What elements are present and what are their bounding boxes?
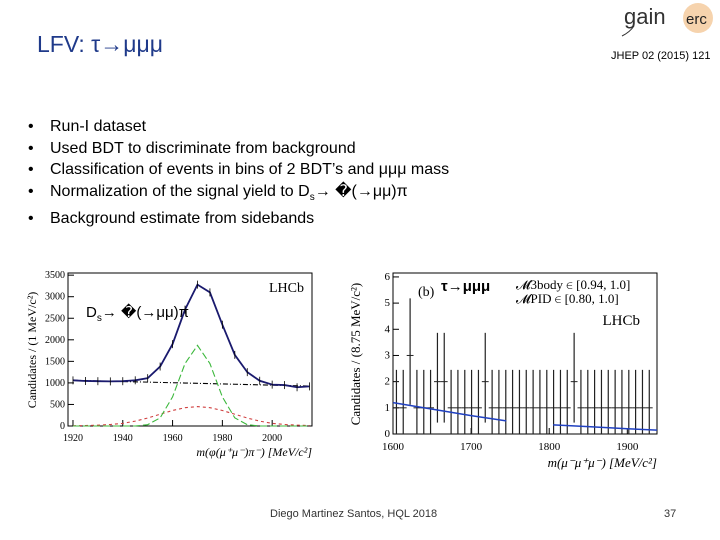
signal-narrow-curve — [72, 344, 310, 427]
y-tick-label: 2000 — [45, 335, 65, 346]
bullet-text: Normalization of the signal yield to D — [50, 182, 310, 200]
y-axis-label: Candidates / (1 MeV/c²) — [25, 292, 39, 409]
bullet-list: Run-I dataset Used BDT to discriminate f… — [28, 116, 449, 230]
x-tick-label: 1960 — [163, 433, 183, 444]
x-tick-label: 1940 — [113, 433, 133, 444]
y-tick-label: 1000 — [45, 378, 65, 389]
x-tick-label: 1980 — [212, 433, 232, 444]
bullet-item: Background estimate from sidebands — [28, 208, 449, 230]
ds-annotation-sub: s — [96, 313, 102, 324]
lhcb-label: LHCb — [603, 313, 641, 329]
y-tick-label: 2500 — [45, 313, 65, 324]
y-tick-label: 3 — [385, 349, 391, 361]
background-curve — [72, 379, 310, 387]
y-tick-label: 3500 — [45, 270, 65, 281]
y-tick-label: 2 — [385, 376, 391, 388]
fit-curve — [553, 424, 658, 431]
x-tick-label: 1700 — [460, 441, 483, 453]
x-axis-label: m(φ(μ⁺μ⁻)π⁻) [MeV/c²] — [196, 445, 312, 459]
bullet-item: Used BDT to discriminate from background — [28, 138, 449, 160]
ds-annotation-main: D — [86, 304, 97, 321]
ds-mass-plot: 1920 1940 1960 1980 2000 0 500 1000 1500 2000 2500… — [25, 270, 313, 459]
footer-text: Diego Martinez Santos, HQL 2018 — [270, 508, 438, 520]
y-axis-label: Candidates / (8.75 MeV/c²) — [348, 283, 363, 426]
ds-annotation-tail: → �(→μμ)π — [101, 304, 190, 321]
bullet-tail: → �(→μμ)π — [314, 182, 408, 200]
bullet-item: Normalization of the signal yield to Ds→… — [28, 181, 449, 209]
y-tick-label: 4 — [385, 323, 391, 335]
signal-wide-curve — [72, 406, 310, 427]
y-tick-label: 1 — [385, 402, 391, 414]
y-tick-label: 0 — [385, 428, 391, 440]
x-axis-label: m(μ⁻μ⁺μ⁻) [MeV/c²] — [548, 455, 657, 470]
y-tick-label: 5 — [385, 297, 391, 309]
svg-text:gain: gain — [624, 4, 666, 29]
bullet-item: Classification of events in bins of 2 BD… — [28, 159, 449, 181]
lhcb-label: LHCb — [269, 281, 304, 296]
x-tick-label: 1800 — [538, 441, 561, 453]
y-tick-label: 6 — [385, 271, 391, 283]
slide-title: LFV: τ→μμμ — [37, 31, 163, 57]
panel-label: (b) — [418, 285, 435, 300]
fit-curve — [392, 401, 507, 422]
x-tick-label: 1600 — [382, 441, 405, 453]
page-number: 37 — [664, 508, 677, 520]
y-tick-label: 0 — [60, 421, 65, 432]
bullet-item: Run-I dataset — [28, 116, 449, 138]
journal-reference: JHEP 02 (2015) 121 — [611, 50, 711, 62]
ds-annotation: Ds→ �(→μμ)π — [86, 303, 189, 324]
gain-erc-logo: gain erc — [621, 3, 713, 37]
axes-frame — [67, 272, 313, 427]
x-tick-label: 2000 — [262, 433, 282, 444]
svg-text:erc: erc — [686, 11, 707, 28]
y-tick-label: 1500 — [45, 356, 65, 367]
legend-line: 𝓜3body ∈ [0.94, 1.0] — [516, 277, 630, 292]
x-tick-label: 1920 — [63, 433, 83, 444]
axes-frame — [392, 272, 658, 435]
legend-line: 𝓜PID ∈ [0.80, 1.0] — [516, 291, 619, 306]
y-tick-label: 3000 — [45, 292, 65, 303]
y-tick-label: 500 — [50, 399, 65, 410]
bullet-subscript: s — [309, 191, 315, 203]
data-curve — [72, 283, 310, 389]
tau-mass-plot: 1600 1700 1800 1900 0 1 2 3 4 5 6 (b) τ→μμμ 𝓜3body ∈ … — [348, 271, 658, 470]
x-tick-label: 1900 — [616, 441, 639, 453]
tau-annotation: τ→μμμ — [441, 278, 490, 295]
